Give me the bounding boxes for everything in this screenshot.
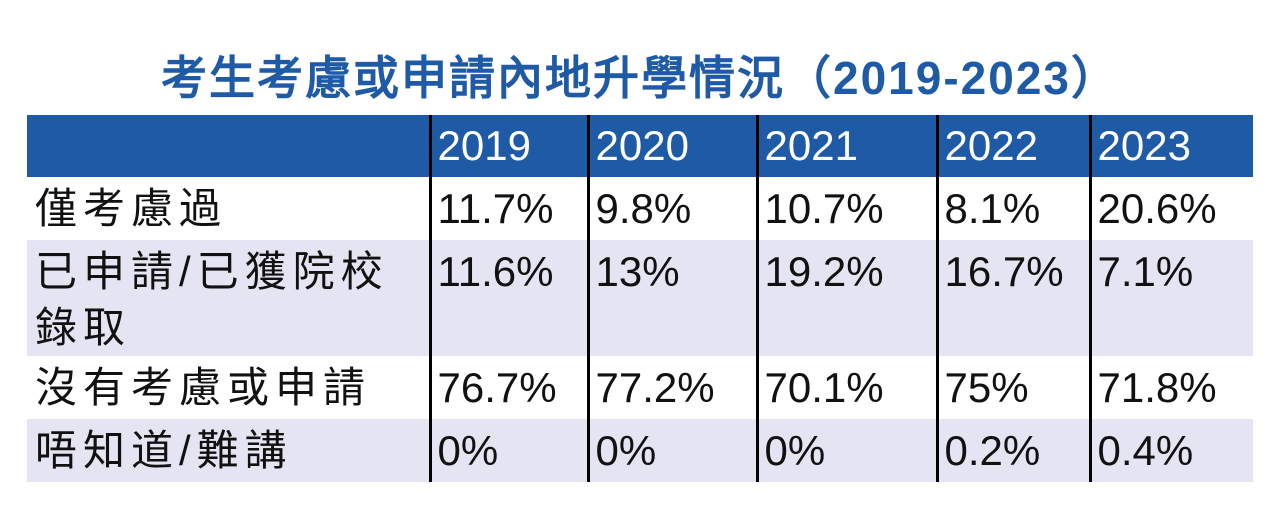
- column-header: 2022: [935, 115, 1090, 177]
- cell: 76.7%: [428, 356, 588, 419]
- column-header: 2020: [586, 115, 757, 177]
- column-header: 2019: [428, 115, 588, 177]
- cell: 77.2%: [586, 356, 757, 419]
- cell: 0.2%: [935, 419, 1090, 482]
- table: 2019 2020 2021 2022 2023 僅考慮過 11.7% 9.8% 10.7% 8…: [27, 115, 1253, 482]
- cell: 0%: [755, 419, 937, 482]
- row-label: 已申請/已獲院校錄取: [27, 240, 430, 356]
- cell: 11.7%: [428, 177, 588, 240]
- row-label: 唔知道/難講: [27, 419, 430, 482]
- table-row: 唔知道/難講 0% 0% 0% 0.2% 0.4%: [27, 419, 1253, 482]
- cell: 7.1%: [1088, 240, 1253, 356]
- row-label: 沒有考慮或申請: [35, 364, 372, 411]
- table-row: 沒有考慮或申請 76.7% 77.2% 70.1% 75% 71.8%: [27, 356, 1253, 419]
- header-row: 2019 2020 2021 2022 2023: [27, 115, 1253, 177]
- cell: 0%: [428, 419, 588, 482]
- column-header: 2021: [755, 115, 937, 177]
- cell: 11.6%: [428, 240, 588, 356]
- cell: 0%: [586, 419, 757, 482]
- column-header: 2023: [1088, 115, 1253, 177]
- header-corner: [27, 115, 430, 177]
- title: 考生考慮或申請內地升學情況（2019-2023）: [161, 52, 1119, 104]
- cell: 20.6%: [1088, 177, 1253, 240]
- cell: 8.1%: [935, 177, 1090, 240]
- cell: 0.4%: [1088, 419, 1253, 482]
- cell: 10.7%: [755, 177, 937, 240]
- cell: 16.7%: [935, 240, 1090, 356]
- cell: 9.8%: [586, 177, 757, 240]
- row-label: 僅考慮過: [35, 185, 228, 232]
- cell: 70.1%: [755, 356, 937, 419]
- cell: 13%: [586, 240, 757, 356]
- cell: 19.2%: [755, 240, 937, 356]
- cell: 75%: [935, 356, 1090, 419]
- table-body: 僅考慮過 11.7% 9.8% 10.7% 8.1% 20.6% 已申請/已獲院校錄取 11.…: [27, 177, 1253, 482]
- table-header: 2019 2020 2021 2022 2023: [27, 115, 1253, 177]
- cell: 71.8%: [1088, 356, 1253, 419]
- table-row: 僅考慮過 11.7% 9.8% 10.7% 8.1% 20.6%: [27, 177, 1253, 240]
- table-row: 已申請/已獲院校錄取 11.6% 13% 19.2% 16.7% 7.1%: [27, 240, 1253, 356]
